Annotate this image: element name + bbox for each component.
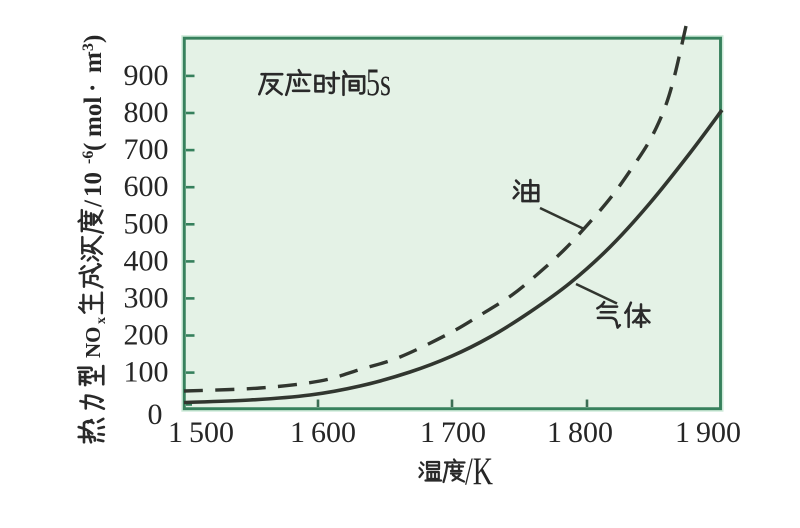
svg-text:1 800: 1 800	[547, 416, 613, 449]
svg-text:1 900: 1 900	[675, 416, 741, 449]
svg-text:/K: /K	[465, 451, 494, 493]
svg-text:5s: 5s	[366, 62, 391, 104]
svg-text:700: 700	[124, 133, 169, 166]
svg-text:1 600: 1 600	[290, 416, 356, 449]
svg-text:600: 600	[124, 170, 169, 203]
svg-text:100: 100	[124, 356, 169, 389]
svg-text:1 500: 1 500	[168, 416, 234, 449]
svg-text:200: 200	[124, 319, 169, 352]
svg-text:500: 500	[124, 207, 169, 240]
svg-text:900: 900	[124, 59, 169, 92]
svg-text:400: 400	[124, 244, 169, 277]
svg-text:/10-6(mol·m-3): /10-6(mol·m-3)	[80, 35, 107, 208]
svg-text:300: 300	[124, 281, 169, 314]
svg-text:800: 800	[124, 96, 169, 129]
svg-text:0: 0	[148, 398, 163, 431]
svg-text:1 700: 1 700	[420, 416, 486, 449]
